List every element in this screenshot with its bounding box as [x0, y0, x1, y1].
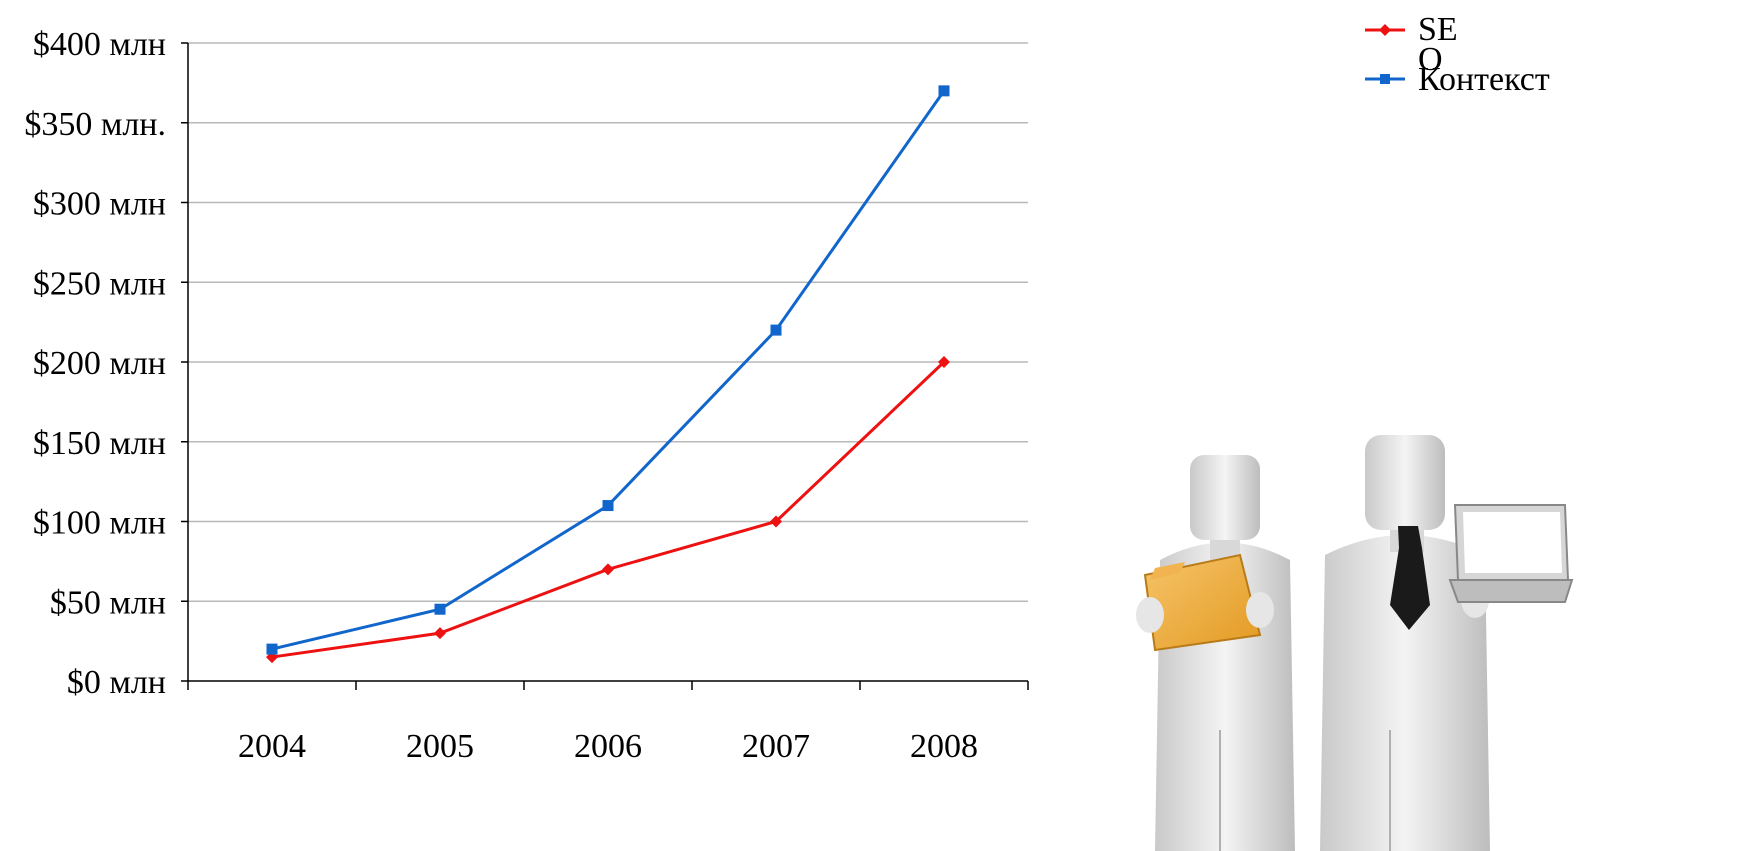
data-point-context	[266, 643, 278, 655]
data-point-seo	[770, 515, 782, 528]
data-point-context	[770, 324, 782, 336]
x-tick-label: 2006	[574, 728, 642, 765]
y-tick-label: $250 млн	[33, 265, 166, 302]
x-tick-label: 2007	[742, 728, 810, 765]
data-point-context	[602, 500, 614, 512]
legend-context-label: Контекст	[1418, 61, 1550, 98]
y-axis-tick-labels: $0 млн $50 млн $100 млн $150 млн $200 млн $25…	[24, 26, 166, 701]
y-tick-label: $300 млн	[33, 186, 166, 223]
legend-seo-label-line2: O	[1418, 41, 1443, 78]
legend: SE O Контекст	[1365, 11, 1550, 98]
y-tick-label: $350 млн.	[24, 106, 166, 143]
y-tick-label: $400 млн	[33, 26, 166, 63]
y-tick-label: $150 млн	[33, 425, 166, 462]
x-tick-label: 2004	[238, 728, 306, 765]
series-lines	[266, 85, 950, 664]
data-point-seo	[938, 356, 950, 368]
gridlines	[188, 42, 1028, 602]
x-axis-tick-labels: 2004 2005 2006 2007 2008	[238, 728, 978, 765]
legend-seo-marker	[1379, 24, 1391, 36]
data-point-seo	[434, 627, 446, 640]
x-tick-label: 2005	[406, 728, 474, 765]
x-tick-label: 2008	[910, 728, 978, 765]
y-tick-label: $0 млн	[67, 664, 166, 701]
business-people-icon	[1136, 435, 1574, 851]
y-tick-label: $200 млн	[33, 345, 166, 382]
data-point-context	[938, 85, 950, 97]
axes	[181, 42, 1029, 690]
legend-seo-label-line1: SE	[1418, 11, 1458, 48]
data-point-context	[434, 603, 446, 615]
y-tick-label: $100 млн	[33, 505, 166, 542]
y-tick-label: $50 млн	[50, 584, 166, 621]
data-point-seo	[602, 563, 614, 576]
legend-context-marker	[1380, 74, 1390, 84]
